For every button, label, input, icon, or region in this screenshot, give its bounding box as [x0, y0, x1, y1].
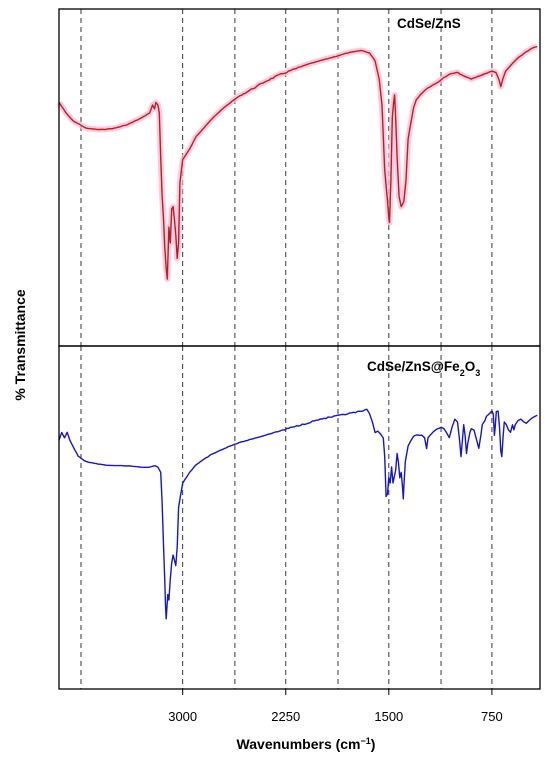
series-line-cdse-zns-fe2o3 [58, 408, 538, 620]
x-axis-title-close: ) [371, 736, 376, 752]
y-axis-title: % Transmittance [12, 289, 28, 400]
x-tick-label-2: 1500 [374, 709, 403, 724]
panel-label-part-1-0: CdSe/ZnS@Fe [367, 359, 460, 374]
series-line-cdse-zns [58, 45, 538, 280]
x-tick-label-3: 750 [481, 709, 503, 724]
top-panel-frame [58, 8, 541, 347]
x-axis-title-main: Wavenumbers (cm [237, 736, 361, 752]
panel-label-part-1-1: 2 [460, 368, 465, 378]
x-axis-title: Wavenumbers (cm−1) [237, 736, 376, 752]
spectra [58, 45, 538, 620]
panel-label-part-0-0: CdSe/ZnS [397, 16, 461, 31]
x-axis-tick-labels: 3000 2250 1500 750 [168, 709, 503, 724]
panel-label-part-1-2: O [465, 359, 476, 374]
spectrum-shading-0 [56, 43, 539, 282]
bottom-panel-frame [58, 345, 541, 690]
panel-label-cdse-zns-fe2o3: CdSe/ZnS@Fe2O3 [367, 359, 480, 378]
top-panel-gridlines [80, 9, 493, 346]
top-panel-spectrum-shading [56, 43, 539, 282]
x-tick-label-1: 2250 [271, 709, 300, 724]
panel-label-part-1-3: 3 [475, 368, 480, 378]
x-tick-label-0: 3000 [168, 709, 197, 724]
bottom-panel-gridlines [80, 346, 493, 689]
panel-label-cdse-zns: CdSe/ZnS [397, 16, 461, 31]
x-axis-ticks [182, 689, 493, 695]
x-axis-title-superscript: −1 [361, 736, 371, 746]
